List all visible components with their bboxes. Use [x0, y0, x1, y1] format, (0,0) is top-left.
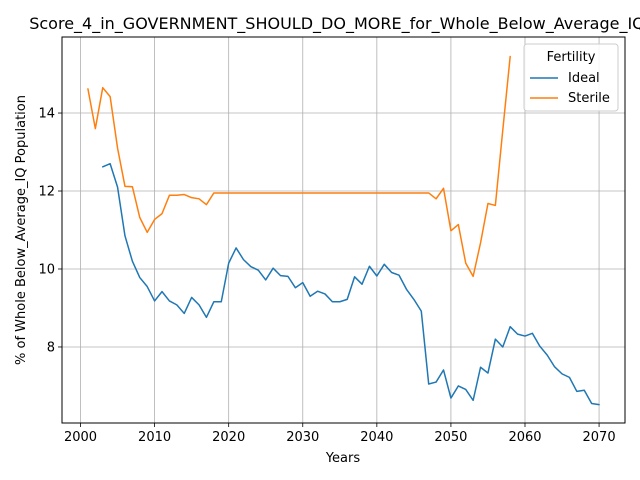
x-tick-label: 2020 — [212, 430, 245, 445]
x-axis-label: Years — [325, 451, 361, 466]
legend: Fertility Ideal Sterile — [523, 43, 619, 112]
x-tick-label: 2010 — [138, 430, 171, 445]
chart-title: Score_4_in_GOVERNMENT_SHOULD_DO_MORE_for… — [29, 14, 640, 34]
x-tick-label: 2070 — [583, 430, 616, 445]
plot-frame — [61, 36, 626, 424]
legend-box — [523, 43, 619, 112]
y-tick-label: 14 — [38, 107, 55, 122]
y-axis: 8 10 12 14 — [38, 107, 62, 355]
legend-title: Fertility — [547, 50, 596, 65]
y-tick-label: 12 — [38, 185, 55, 200]
x-tick-label: 2050 — [434, 430, 467, 445]
y-tick-label: 10 — [38, 262, 55, 277]
legend-label-sterile: Sterile — [568, 91, 610, 106]
x-tick-label: 2030 — [286, 430, 319, 445]
series-layer — [87, 55, 600, 406]
y-tick-label: 8 — [47, 340, 55, 355]
series-line-sterile — [87, 55, 511, 278]
x-tick-label: 2060 — [508, 430, 541, 445]
x-tick-label: 2040 — [360, 430, 393, 445]
y-axis-label: % of Whole Below_Average_IQ Population — [14, 95, 29, 365]
legend-label-ideal: Ideal — [568, 71, 600, 86]
x-tick-label: 2000 — [64, 430, 97, 445]
series-line-ideal — [101, 162, 600, 406]
x-axis: 2000 2010 2020 2030 2040 2050 2060 2070 — [64, 423, 616, 445]
